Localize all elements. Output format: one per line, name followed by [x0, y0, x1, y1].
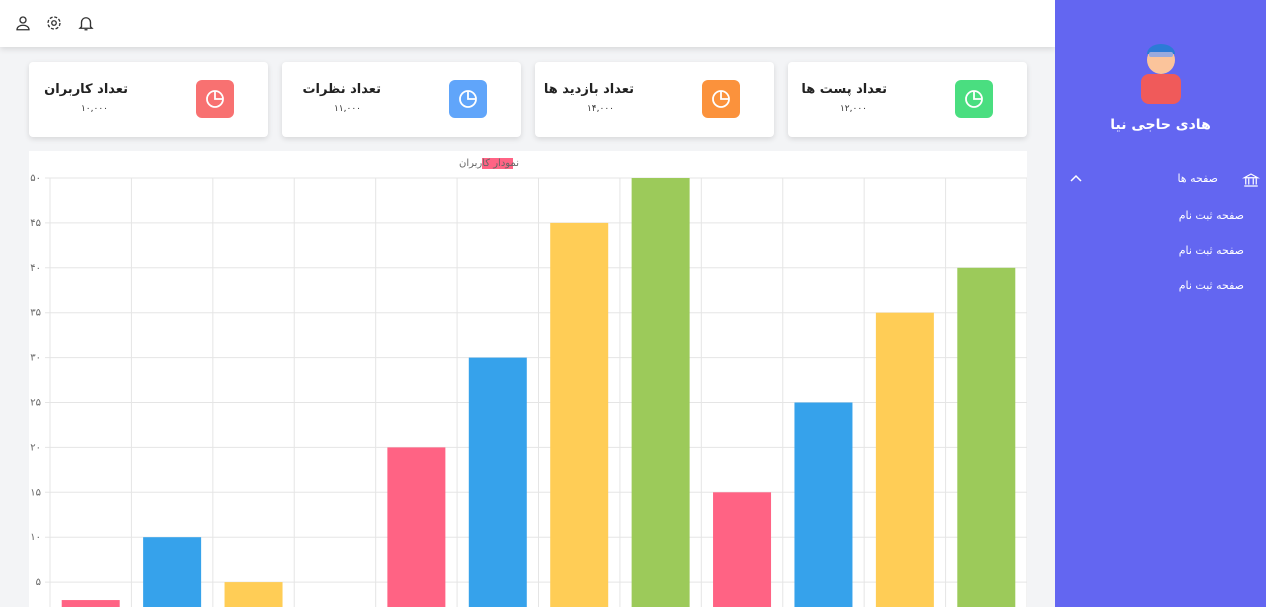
bar [224, 582, 283, 607]
stat-card: تعداد نظرات ۱۱,۰۰۰ [282, 62, 521, 137]
bar [794, 402, 853, 607]
user-name: هادی حاجی نیا [1110, 117, 1211, 133]
stat-card: تعداد بازدید ها ۱۴,۰۰۰ [535, 62, 774, 137]
y-tick-label: ۱۰ [30, 532, 41, 543]
y-tick-label: ۴۰ [30, 263, 41, 274]
y-tick-label: ۲۰ [30, 442, 41, 453]
card-value: ۱۲,۰۰۰ [839, 104, 867, 114]
card-icon [196, 80, 234, 118]
stat-card: تعداد کاربران ۱۰,۰۰۰ [29, 62, 268, 137]
bar [468, 357, 527, 607]
card-value: ۱۰,۰۰۰ [80, 104, 108, 114]
menu-item[interactable]: صفحه ثبت نام [1178, 244, 1244, 257]
y-tick-label: ۱۵ [30, 487, 41, 498]
sidebar: هادی حاجی نیا صفحه ها صفحه ثبت نام صفحه … [1055, 0, 1266, 607]
card-icon [702, 80, 740, 118]
y-tick-label: ۵ [36, 577, 41, 588]
card-title: تعداد کاربران [44, 82, 128, 97]
card-value: ۱۱,۰۰۰ [333, 104, 361, 114]
top-bar [0, 0, 1055, 47]
chart: ۵ ۱۰ ۱۵ ۲۰ ۲۵ ۳۰ ۳۵ ۴۰ ۴۵ ۵۰ نمودار کاربران [29, 151, 1027, 607]
legend-swatch [482, 158, 513, 169]
collapse-icon[interactable] [1069, 172, 1083, 184]
y-tick-label: ۳۰ [30, 353, 41, 364]
bar [957, 267, 1016, 607]
y-tick-label: ۵۰ [30, 173, 41, 184]
menu-title[interactable]: صفحه ها [1177, 172, 1218, 185]
legend-label: نمودار کاربران [459, 158, 519, 169]
bar [631, 178, 690, 607]
stat-card: تعداد پست ها ۱۲,۰۰۰ [788, 62, 1027, 137]
user-icon[interactable] [14, 14, 32, 32]
card-value: ۱۴,۰۰۰ [586, 104, 614, 114]
avatar [1141, 44, 1181, 104]
settings-icon[interactable] [45, 14, 63, 32]
card-icon [955, 80, 993, 118]
bar [713, 492, 772, 607]
menu-item[interactable]: صفحه ثبت نام [1178, 279, 1244, 292]
card-icon [449, 80, 487, 118]
bar [143, 537, 202, 607]
card-title: تعداد بازدید ها [543, 82, 634, 97]
bar [387, 447, 446, 607]
bar [550, 222, 609, 607]
y-tick-label: ۲۵ [30, 398, 41, 409]
card-title: تعداد پست ها [801, 82, 887, 97]
y-tick-label: ۴۵ [30, 218, 41, 229]
menu-icon [1242, 173, 1260, 187]
card-title: تعداد نظرات [302, 82, 381, 97]
menu-item[interactable]: صفحه ثبت نام [1178, 209, 1244, 222]
bar [875, 312, 934, 607]
bar [61, 600, 120, 607]
y-tick-label: ۳۵ [30, 308, 41, 319]
bell-icon[interactable] [77, 14, 95, 32]
